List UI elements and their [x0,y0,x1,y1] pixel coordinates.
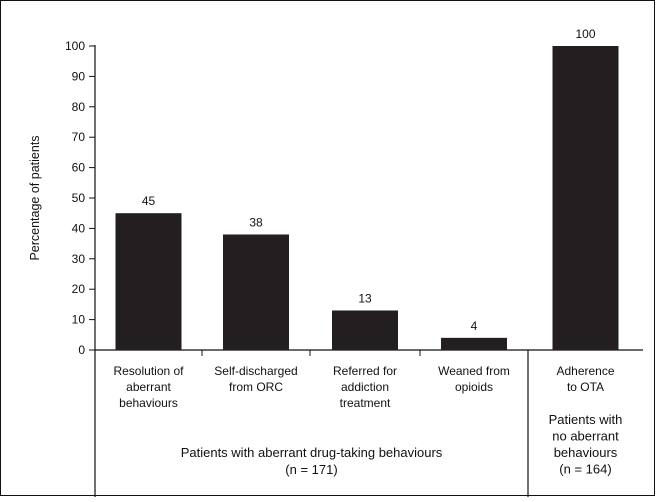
y-tick-label: 50 [72,191,86,205]
category-label: treatment [340,396,391,410]
group-label: Patients with aberrant drug-taking behav… [181,445,443,460]
category-label: Adherence [556,364,614,378]
category-label: Self-discharged [214,364,297,378]
category-label: Resolution of [113,364,184,378]
y-tick-label: 100 [65,39,85,53]
bar [115,213,182,350]
category-label: Weaned from [438,364,510,378]
y-tick-label: 10 [72,313,86,327]
y-tick-label: 60 [72,161,86,175]
y-tick-label: 80 [72,100,86,114]
bar [441,337,507,350]
bar-value-label: 4 [471,319,478,333]
bar [552,46,619,350]
y-tick-label: 0 [78,343,85,357]
category-label: Referred for [333,364,397,378]
category-label: from ORC [229,380,283,394]
category-label: behaviours [119,396,178,410]
bar-value-label: 45 [142,194,156,208]
category-label: to OTA [567,380,604,394]
bar-value-label: 38 [249,215,263,229]
group-label: no aberrant [552,429,619,444]
category-label: aberrant [126,380,171,394]
y-tick-label: 90 [72,69,86,83]
bar [223,234,289,350]
bar-value-label: 13 [358,291,372,305]
category-label: opioids [455,380,493,394]
y-tick-label: 40 [72,221,86,235]
group-label: (n = 171) [285,462,337,477]
group-label: (n = 164) [559,462,611,477]
group-label: Patients with [549,412,623,427]
bar [332,310,398,350]
y-tick-label: 30 [72,252,86,266]
y-tick-label: 70 [72,130,86,144]
y-axis-title: Percentage of patients [28,135,42,260]
bar-value-label: 100 [575,27,595,41]
group-label: behaviours [554,445,618,460]
category-label: addiction [341,380,389,394]
y-tick-label: 20 [72,282,86,296]
